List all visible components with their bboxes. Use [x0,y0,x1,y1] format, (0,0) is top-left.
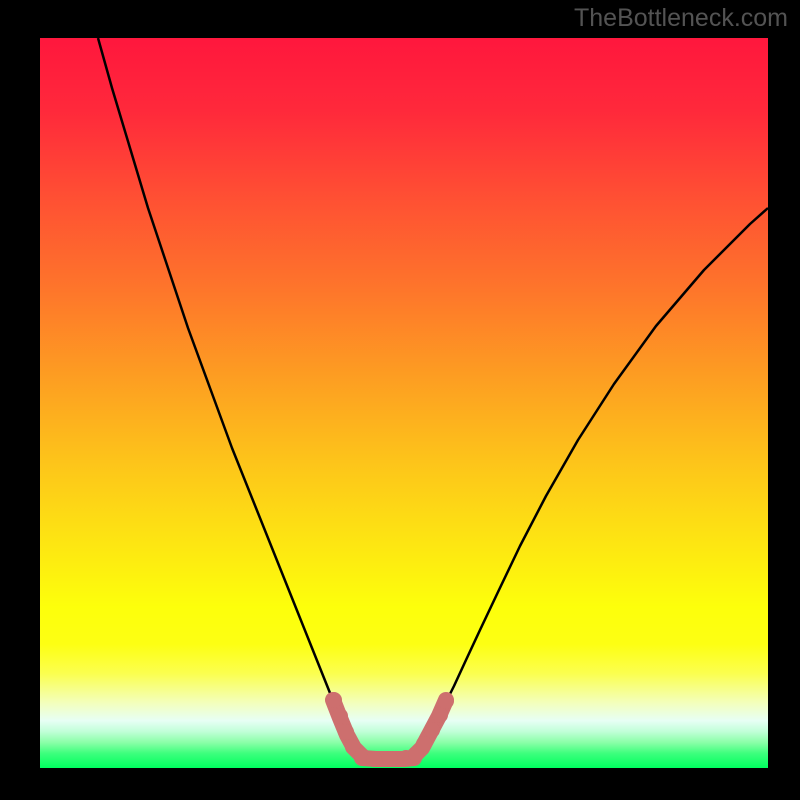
chart-container: TheBottleneck.com [0,0,800,800]
highlight-dot-5 [366,751,382,767]
highlight-dot-2 [338,724,354,740]
highlight-dot-10 [424,722,440,738]
watermark-text: TheBottleneck.com [574,4,788,33]
gradient-background [40,38,768,768]
plot-area [40,38,768,768]
highlight-dot-6 [382,751,398,767]
highlight-dot-1 [332,708,348,724]
highlight-dot-11 [432,707,448,723]
highlight-dot-12 [438,693,454,709]
plot-svg [40,38,768,768]
highlight-dot-9 [416,736,432,752]
highlight-dot-0 [326,692,342,708]
